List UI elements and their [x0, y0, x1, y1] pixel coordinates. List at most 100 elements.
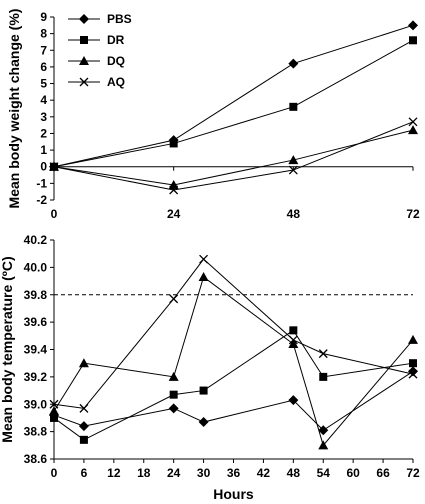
weight-pbs-point [408, 20, 418, 31]
temp-x-tick-label: 36 [227, 466, 241, 480]
temp-x-tick-label: 0 [51, 466, 58, 480]
temp-dr-point [199, 386, 208, 395]
weight-y-tick-label: -1 [36, 176, 47, 190]
weight-dr-point [289, 102, 298, 111]
temp-pbs-point [198, 417, 209, 428]
weight-y-tick-label: 9 [40, 10, 47, 24]
temp-series-line [53, 258, 414, 409]
weight-series-pbs [49, 20, 418, 172]
weight-aq-point [408, 117, 418, 127]
temp-aq-point [49, 399, 59, 409]
weight-y-tick-label: 5 [40, 77, 47, 91]
legend-label-dq: DQ [107, 54, 125, 68]
temp-dq-point [49, 406, 59, 416]
weight-change-chart: -2 -1 0 1 2 3 4 5 6 7 8 9 0 24 48 72 Mean body weight ch… [6, 9, 420, 221]
weight-y-tick-label: 1 [40, 143, 47, 157]
temp-series-pbs [49, 366, 418, 436]
temp-pbs-point [78, 421, 89, 432]
weight-x-tick-label: 72 [406, 207, 420, 221]
temp-dq-point [78, 358, 89, 368]
temp-y-tick-label: 39.4 [24, 343, 48, 357]
temp-x-tick-label: 24 [167, 466, 181, 480]
legend-marker-aq [79, 77, 89, 87]
weight-y-tick-label: 7 [40, 43, 47, 57]
weight-y-axis-title: Mean body weight change (%) [6, 9, 22, 209]
weight-y-tick-label: 8 [40, 27, 47, 41]
temp-y-tick-label: 40.2 [24, 233, 48, 247]
weight-aq-point-stroke-b [408, 117, 418, 127]
temp-x-tick-label: 72 [406, 466, 420, 480]
temp-dr-point [169, 390, 178, 399]
temp-x-tick-label: 60 [346, 466, 360, 480]
weight-pbs-point [288, 58, 299, 69]
weight-series-line [53, 121, 414, 191]
temp-series-dq [49, 271, 418, 450]
temp-aq-point-stroke-b [318, 349, 328, 359]
temp-x-tick-label: 18 [137, 466, 151, 480]
legend-marker-dr [80, 36, 88, 44]
weight-y-tick-label: 2 [40, 126, 47, 140]
weight-y-tick-label: 4 [40, 93, 47, 107]
weight-y-tick-label: -2 [36, 193, 47, 207]
temp-dr-point [409, 359, 417, 368]
legend-label-dr: DR [107, 33, 125, 47]
weight-dr-point [409, 36, 417, 45]
weight-x-tick-label: 24 [167, 207, 181, 221]
temp-x-axis-title: Hours [213, 486, 254, 502]
legend-marker-aq-stroke-b [79, 77, 89, 87]
weight-dq-point [288, 155, 299, 165]
temp-aq-point [408, 369, 418, 379]
weight-x-tick-label: 0 [51, 207, 58, 221]
temp-aq-point-stroke-b [288, 335, 298, 345]
weight-y-tick-label: 6 [40, 60, 47, 74]
temp-dq-point [288, 339, 299, 349]
temp-y-tick-label: 38.8 [24, 425, 48, 439]
temp-y-tick-label: 38.6 [24, 452, 48, 466]
temp-dr-point [79, 435, 88, 444]
temp-aq-point [169, 294, 179, 304]
temp-pbs-point [288, 395, 299, 406]
temperature-chart: 38.6 38.8 39.0 39.2 39.4 39.6 39.8 40.0 40.2 0 6 12… [0, 233, 420, 502]
weight-aq-point [49, 162, 59, 172]
temp-series-aq [49, 254, 418, 413]
temp-series-line [53, 329, 414, 441]
temp-y-tick-label: 40.0 [24, 260, 48, 274]
temp-dq-point [198, 271, 209, 281]
temp-dr-point [50, 413, 58, 422]
temp-series-line [53, 276, 414, 447]
weight-aq-point [169, 185, 179, 195]
temp-x-tick-label: 66 [376, 466, 390, 480]
legend-label-aq: AQ [107, 75, 125, 89]
temp-x-tick-label: 48 [287, 466, 301, 480]
temp-x-tick-label: 6 [81, 466, 88, 480]
weight-aq-point-stroke-b [288, 165, 298, 175]
temp-dq-point [408, 334, 418, 344]
temp-x-tick-label: 30 [197, 466, 211, 480]
weight-aq-point [288, 165, 298, 175]
temp-dr-point [289, 326, 298, 335]
temp-x-tick-label: 42 [257, 466, 271, 480]
temp-aq-point [318, 349, 328, 359]
temp-dq-point [318, 440, 329, 450]
temp-y-axis-title: Mean body temperature (ºC) [0, 256, 15, 442]
weight-aq-point-stroke-b [49, 162, 59, 172]
temp-pbs-point [168, 403, 179, 414]
temp-y-tick-label: 39.6 [24, 315, 48, 329]
legend-marker-pbs [79, 14, 89, 24]
temp-aq-point [288, 335, 298, 345]
temp-x-tick-label: 54 [317, 466, 331, 480]
temp-aq-point-stroke-b [49, 399, 59, 409]
weight-series-dr [50, 36, 417, 171]
temp-series-dr [50, 326, 417, 444]
weight-series-line [53, 129, 414, 186]
temp-aq-point-stroke-b [169, 294, 179, 304]
weight-dr-point [169, 139, 178, 148]
weight-aq-point-stroke-b [169, 185, 179, 195]
temp-y-tick-label: 39.8 [24, 288, 48, 302]
weight-series-line [53, 24, 414, 168]
weight-legend: PBS DR DQ AQ [68, 12, 132, 89]
temp-aq-point-stroke-b [408, 369, 418, 379]
temp-aq-point [199, 254, 209, 264]
weight-series-line [53, 39, 414, 168]
